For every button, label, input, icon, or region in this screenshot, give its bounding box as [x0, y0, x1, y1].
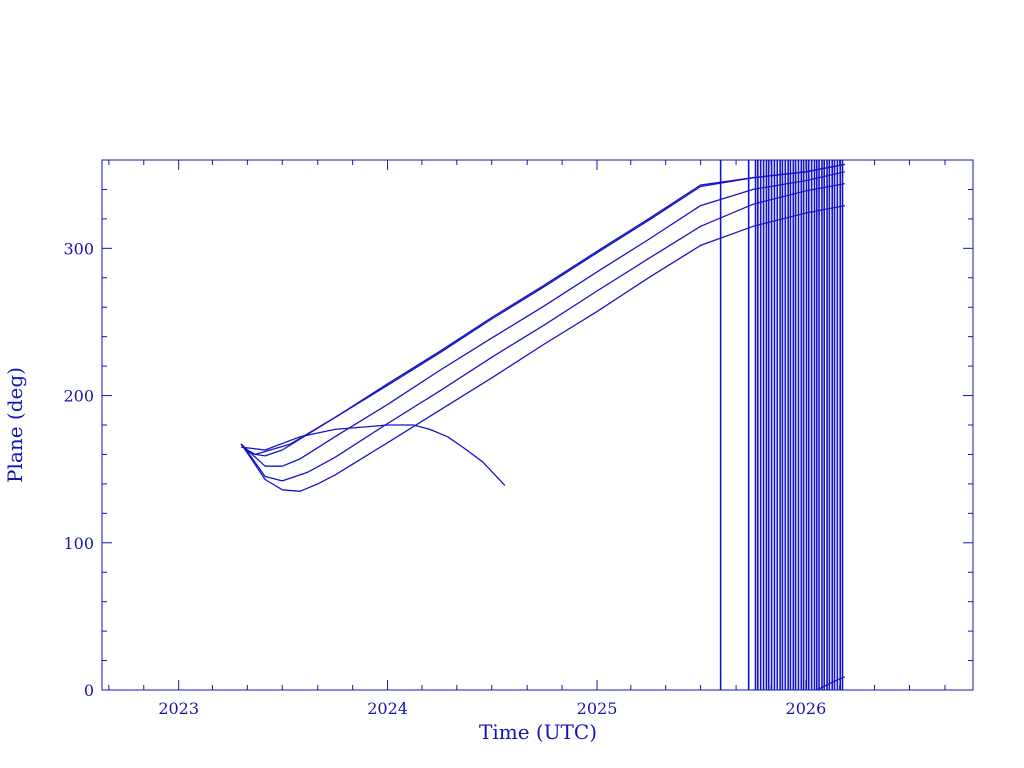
x-tick-label: 2023: [158, 699, 199, 718]
y-tick-label: 100: [63, 534, 94, 553]
y-axis-title: Plane (deg): [3, 367, 27, 483]
y-tick-label: 300: [63, 239, 94, 258]
tick-labels-layer: 2023 2024 2025 2026 0 100 200 300: [63, 239, 826, 718]
vertical-lines-layer: [719, 160, 844, 690]
y-tick-label: 200: [63, 387, 94, 406]
series-line-6: [241, 424, 506, 486]
x-tick-label: 2024: [367, 699, 408, 718]
series-layer: [240, 163, 846, 690]
series-line-2: [240, 163, 845, 457]
series-line-5: [240, 204, 845, 492]
y-tick-label: 0: [84, 681, 94, 700]
x-tick-label: 2025: [577, 699, 618, 718]
series-line-4: [240, 182, 845, 482]
series-line-3: [240, 171, 845, 467]
series-line-7: [816, 676, 846, 690]
plot-area: [240, 160, 846, 690]
x-axis-title: Time (UTC): [479, 720, 597, 744]
ticks-layer: [102, 159, 973, 691]
x-tick-label: 2026: [786, 699, 827, 718]
series-line-1: [240, 163, 845, 456]
